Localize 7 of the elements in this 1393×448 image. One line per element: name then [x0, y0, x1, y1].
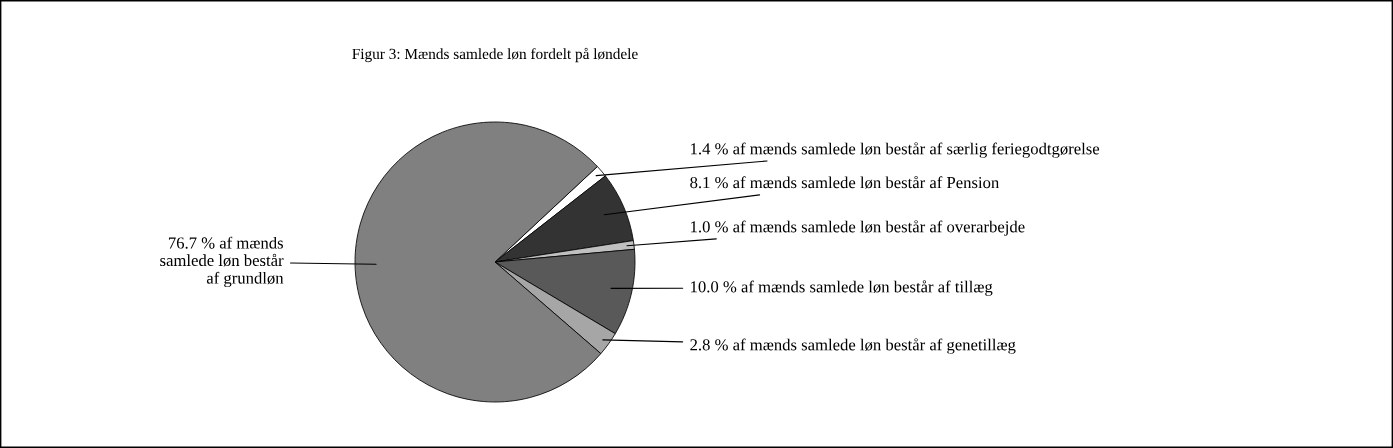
slice-label: 8.1 % af mænds samlede løn består af Pension [690, 175, 1000, 189]
slice-label: 1.0 % af mænds samlede løn består af overarbejde [691, 220, 1025, 236]
chart-title: Figur 3: Mænds samlede løn fordelt på løndele [352, 47, 638, 63]
slice-label: 1.4 % af mænds samlede løn består af særlig feriegodtgørelse [691, 142, 1100, 158]
slice-label: 10.0 % af mænds samlede løn består af tillæg [691, 280, 993, 296]
slice-label: 76.7 % af mænds samlede løn består af grundløn [160, 236, 284, 288]
slice-label: 2.8 % af mænds samlede løn består af genetillæg [690, 338, 1016, 354]
